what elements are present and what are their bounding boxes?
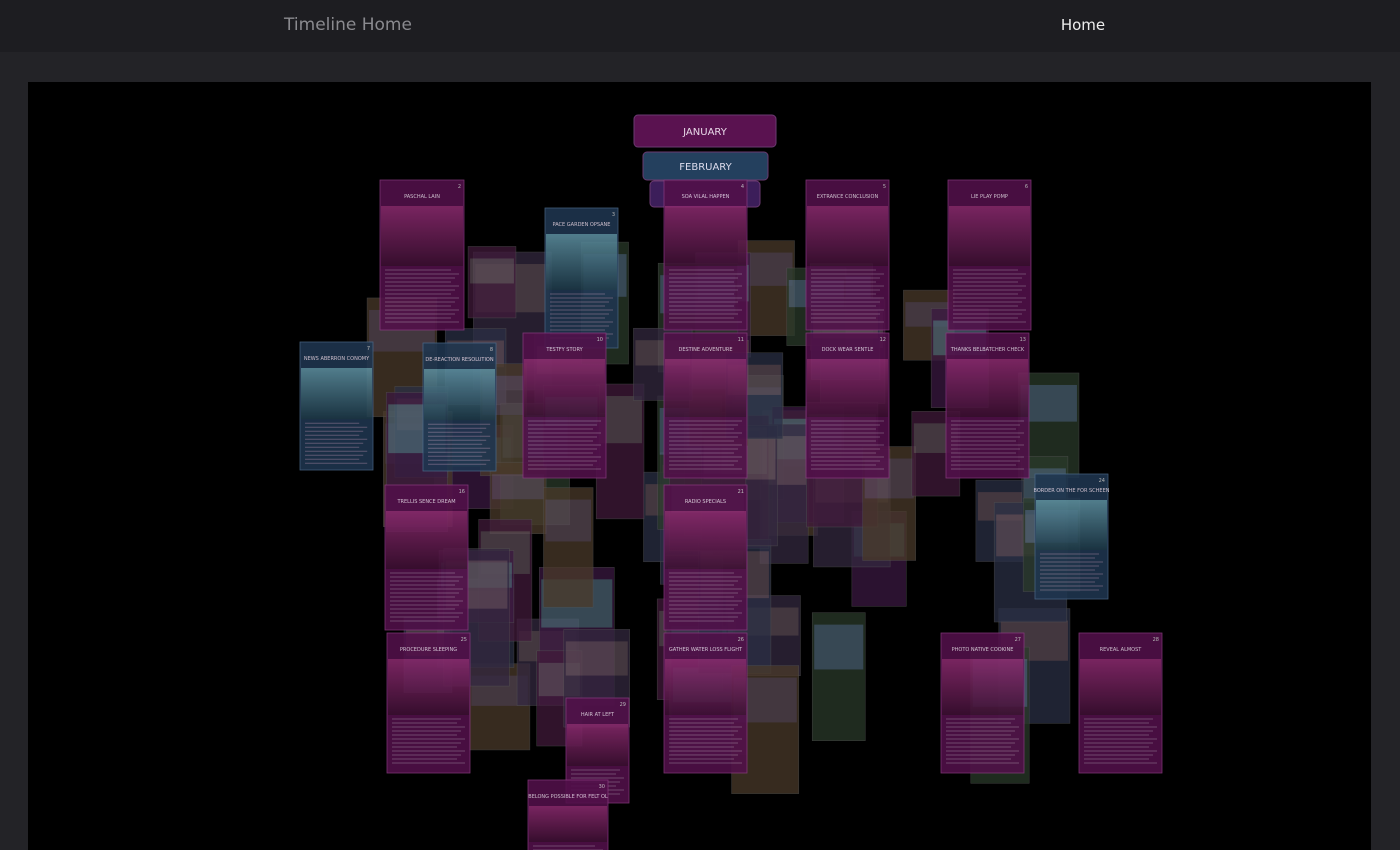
event-card[interactable]: THANKS BELBATCHER CHECK 13 xyxy=(945,332,1030,479)
card-image xyxy=(665,206,746,266)
background-card-image xyxy=(565,641,628,676)
background-card-image xyxy=(545,499,592,542)
card-title: REVEAL ALMOST xyxy=(1100,647,1143,653)
event-card[interactable]: GATHER WATER LOSS FLIGHT 26 xyxy=(663,632,748,774)
card-number: 11 xyxy=(738,337,744,343)
card-number: 25 xyxy=(461,637,467,643)
event-card[interactable]: NEWS ABERRON CONOMY 7 xyxy=(299,341,374,471)
card-title: BORDER ON THE FOR SCHEEN xyxy=(1033,488,1109,494)
card-title: LIE PLAY POMP xyxy=(971,194,1008,200)
nav-link[interactable]: Home xyxy=(1060,16,1106,34)
event-card[interactable]: LIE PLAY POMP 6 xyxy=(947,179,1032,331)
card-title: TESTFY STORY xyxy=(545,347,583,353)
card-number: 29 xyxy=(620,702,626,708)
event-card[interactable]: DE-REACTION RESOLUTION 8 xyxy=(422,342,497,472)
card-title: PACE GARDEN OPSANE xyxy=(553,222,611,228)
card-number: 30 xyxy=(599,784,605,790)
card-title: DOCK WEAR SENTLE xyxy=(822,347,874,353)
event-card[interactable]: RADIO SPECIALS 21 xyxy=(663,484,748,631)
card-number: 12 xyxy=(880,337,886,343)
card-title: DE-REACTION RESOLUTION xyxy=(425,357,493,363)
card-title: SOA VILAL HAPPEN xyxy=(682,194,730,200)
card-number: 21 xyxy=(738,489,744,495)
card-image xyxy=(567,724,628,766)
card-image xyxy=(524,359,605,417)
event-card[interactable]: SOA VILAL HAPPEN 4 xyxy=(663,179,748,331)
background-card-image xyxy=(814,624,864,670)
card-image xyxy=(1036,500,1107,550)
card-image xyxy=(947,359,1028,417)
card-image xyxy=(301,368,372,420)
background-card xyxy=(543,487,594,608)
card-number: 2 xyxy=(458,184,461,190)
month-label[interactable]: FEBRUARY xyxy=(679,162,732,173)
card-title: NEWS ABERRON CONOMY xyxy=(304,356,370,362)
card-image xyxy=(807,359,888,417)
card-title: PROCEDURE SLEEPING xyxy=(400,647,457,653)
background-card-image xyxy=(1020,384,1077,422)
month-button[interactable] xyxy=(633,114,777,148)
event-card[interactable]: TRELLIS SENCE DREAM 16 xyxy=(384,484,469,631)
event-card[interactable]: REVEAL ALMOST 28 xyxy=(1078,632,1163,774)
card-number: 27 xyxy=(1015,637,1021,643)
card-title: EXTRANCE CONCLUSION xyxy=(817,194,879,200)
card-title: TRELLIS SENCE DREAM xyxy=(396,499,455,505)
card-image xyxy=(942,659,1023,715)
event-card[interactable]: TESTFY STORY 10 xyxy=(522,332,607,479)
card-number: 26 xyxy=(738,637,744,643)
event-card[interactable]: BELONG POSSIBLE FOR FELT OL 30 xyxy=(527,779,609,850)
background-card xyxy=(467,246,517,319)
card-title: HAIR AT LEFT xyxy=(581,712,615,718)
event-card[interactable]: EXTRANCE CONCLUSION 5 xyxy=(805,179,890,331)
event-card[interactable]: PROCEDURE SLEEPING 25 xyxy=(386,632,471,774)
card-title: BELONG POSSIBLE FOR FELT OL xyxy=(528,794,608,800)
nav-title[interactable]: Timeline Home xyxy=(284,15,412,35)
event-card[interactable]: BORDER ON THE FOR SCHEEN 24 xyxy=(1033,473,1110,600)
card-number: 6 xyxy=(1025,184,1028,190)
card-image xyxy=(381,206,463,266)
card-image xyxy=(1080,659,1161,715)
background-card xyxy=(811,612,866,742)
card-number: 16 xyxy=(459,489,465,495)
card-image xyxy=(665,359,746,417)
card-title: PASCHAL LAIN xyxy=(404,194,440,200)
card-image xyxy=(388,659,469,715)
card-number: 24 xyxy=(1099,478,1105,484)
navbar: Timeline Home Home xyxy=(0,0,1400,52)
card-image xyxy=(949,206,1030,266)
card-image xyxy=(665,511,746,569)
card-title: RADIO SPECIALS xyxy=(685,499,726,505)
month-label[interactable]: JANUARY xyxy=(682,127,728,138)
card-image xyxy=(424,369,495,421)
card-number: 10 xyxy=(597,337,603,343)
card-number: 7 xyxy=(367,346,370,352)
card-number: 13 xyxy=(1020,337,1026,343)
event-card[interactable]: DESTINE ADVENTURE 11 xyxy=(663,332,748,479)
card-number: 5 xyxy=(883,184,886,190)
event-card[interactable]: PASCHAL LAIN 2 xyxy=(379,179,465,331)
card-title: GATHER WATER LOSS FLIGHT xyxy=(669,647,743,653)
card-image xyxy=(529,806,607,842)
card-number: 4 xyxy=(741,184,744,190)
card-title: PHOTO NATIVE COOKINE xyxy=(952,647,1014,653)
card-image xyxy=(807,206,888,266)
card-title: DESTINE ADVENTURE xyxy=(678,347,732,353)
card-number: 3 xyxy=(612,212,615,218)
card-number: 8 xyxy=(490,347,493,353)
card-image xyxy=(546,234,617,290)
event-card[interactable]: DOCK WEAR SENTLE 12 xyxy=(805,332,890,479)
background-card-image xyxy=(470,258,514,284)
card-title: THANKS BELBATCHER CHECK xyxy=(950,347,1025,353)
card-number: 28 xyxy=(1153,637,1159,643)
card-image xyxy=(386,511,467,569)
card-image xyxy=(665,659,746,715)
